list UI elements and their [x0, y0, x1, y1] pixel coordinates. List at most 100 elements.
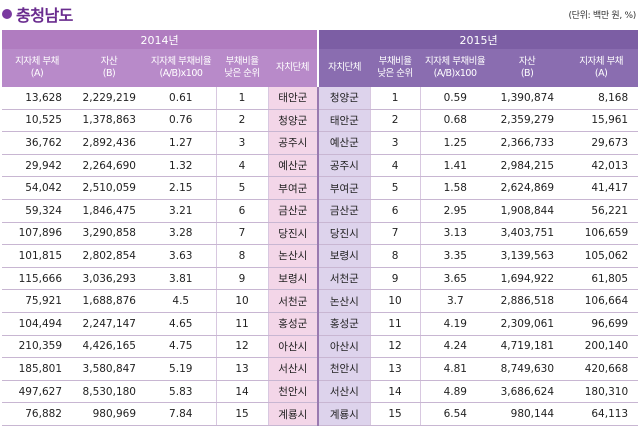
- rank-2014-cell: 15: [215, 402, 269, 426]
- debt-2015-cell: 41,417: [564, 176, 639, 200]
- region-2015-cell: 논산시: [317, 289, 371, 313]
- debt-2014-cell: 13,628: [2, 87, 72, 110]
- assets-2015-cell: 2,886,518: [490, 289, 565, 313]
- ratio-2014-cell: 3.63: [146, 244, 216, 268]
- rank-2015-cell: 8: [369, 244, 421, 268]
- debt-2014-cell: 497,627: [2, 380, 72, 404]
- header-2015-col-2: 지자체 부채비율 (A/B)x100: [420, 49, 491, 87]
- page-title: 충청남도: [2, 2, 73, 26]
- table-row: 36,762 2,892,436 1.27 3 공주시 예산군 3 1.25 2,366,733…: [2, 131, 639, 155]
- header-2015-col-0: 자치단체: [317, 49, 371, 87]
- region-2014-cell: 청양군: [268, 109, 319, 133]
- rank-2015-cell: 5: [369, 176, 421, 200]
- debt-2015-cell: 180,310: [564, 380, 639, 404]
- table-row: 75,921 1,688,876 4.5 10 서천군 논산시 10 3.7 2,886,518…: [2, 289, 639, 313]
- ratio-2014-cell: 4.5: [146, 289, 216, 313]
- debt-2014-cell: 75,921: [2, 289, 72, 313]
- region-2014-cell: 논산시: [268, 244, 319, 268]
- assets-2014-cell: 8,530,180: [72, 380, 146, 404]
- assets-2014-cell: 3,290,858: [72, 222, 146, 246]
- debt-2014-cell: 210,359: [2, 335, 72, 359]
- title-text: 충청남도: [16, 6, 73, 25]
- ratio-2014-cell: 1.32: [146, 154, 216, 178]
- ratio-2014-cell: 7.84: [146, 402, 216, 426]
- table-row: 185,801 3,580,847 5.19 13 서산시 천안시 13 4.81 8,749,…: [2, 357, 639, 381]
- assets-2014-cell: 2,264,690: [72, 154, 146, 178]
- ratio-2015-cell: 0.68: [420, 109, 491, 133]
- table-row: 59,324 1,846,475 3.21 6 금산군 금산군 6 2.95 1,908,844…: [2, 199, 639, 223]
- region-2014-cell: 당진시: [268, 222, 319, 246]
- rank-2015-cell: 6: [369, 199, 421, 223]
- ratio-2015-cell: 6.54: [420, 402, 491, 426]
- rank-2015-cell: 3: [369, 131, 421, 155]
- ratio-2014-cell: 4.75: [146, 335, 216, 359]
- assets-2015-cell: 3,139,563: [490, 244, 565, 268]
- region-2015-cell: 아산시: [317, 335, 371, 359]
- ratio-2015-cell: 1.25: [420, 131, 491, 155]
- rank-2014-cell: 12: [215, 335, 269, 359]
- region-2014-cell: 보령시: [268, 267, 319, 291]
- table-row: 13,628 2,229,219 0.61 1 태안군 청양군 1 0.59 1,390,874…: [2, 87, 639, 110]
- assets-2014-cell: 1,378,863: [72, 109, 146, 133]
- rank-2014-cell: 10: [215, 289, 269, 313]
- ratio-2015-cell: 3.35: [420, 244, 491, 268]
- rank-2015-cell: 13: [369, 357, 421, 381]
- rank-2014-cell: 6: [215, 199, 269, 223]
- region-2015-cell: 당진시: [317, 222, 371, 246]
- region-2014-cell: 공주시: [268, 131, 319, 155]
- ratio-2014-cell: 4.65: [146, 312, 216, 336]
- region-2014-cell: 아산시: [268, 335, 319, 359]
- assets-2014-cell: 1,846,475: [72, 199, 146, 223]
- rank-2014-cell: 13: [215, 357, 269, 381]
- ratio-2015-cell: 3.13: [420, 222, 491, 246]
- assets-2015-cell: 2,309,061: [490, 312, 565, 336]
- header-2015-col-4: 지자체 부채 (A): [564, 49, 639, 87]
- assets-2014-cell: 980,969: [72, 402, 146, 426]
- assets-2015-cell: 1,908,844: [490, 199, 565, 223]
- assets-2015-cell: 4,719,181: [490, 335, 565, 359]
- rank-2014-cell: 8: [215, 244, 269, 268]
- debt-ratio-table: 2014년 2015년 지자체 부채 (A) 자산 (B) 지자체 부채비율 (A/B)x…: [2, 30, 639, 426]
- header-2015-col-3: 자산 (B): [490, 49, 565, 87]
- assets-2014-cell: 3,580,847: [72, 357, 146, 381]
- header-2015-col-1: 부채비율 낮은 순위: [370, 49, 421, 87]
- region-2015-cell: 공주시: [317, 154, 371, 178]
- ratio-2015-cell: 3.65: [420, 267, 491, 291]
- debt-2015-cell: 420,668: [564, 357, 639, 381]
- debt-2015-cell: 29,673: [564, 131, 639, 155]
- bullet-icon: [2, 9, 12, 19]
- region-2015-cell: 계룡시: [317, 402, 371, 426]
- debt-2014-cell: 54,042: [2, 176, 72, 200]
- rank-2015-cell: 1: [369, 87, 421, 110]
- table-row: 107,896 3,290,858 3.28 7 당진시 당진시 7 3.13 3,403,75…: [2, 222, 639, 246]
- debt-2014-cell: 101,815: [2, 244, 72, 268]
- debt-2014-cell: 59,324: [2, 199, 72, 223]
- assets-2015-cell: 8,749,630: [490, 357, 565, 381]
- rank-2014-cell: 7: [215, 222, 269, 246]
- table-row: 210,359 4,426,165 4.75 12 아산시 아산시 12 4.24 4,719,…: [2, 335, 639, 359]
- rank-2014-cell: 4: [215, 154, 269, 178]
- debt-2014-cell: 185,801: [2, 357, 72, 381]
- table-body: 13,628 2,229,219 0.61 1 태안군 청양군 1 0.59 1,390,874…: [2, 87, 639, 426]
- rank-2015-cell: 4: [369, 154, 421, 178]
- debt-2015-cell: 106,664: [564, 289, 639, 313]
- assets-2015-cell: 1,694,922: [490, 267, 565, 291]
- ratio-2015-cell: 4.89: [420, 380, 491, 404]
- debt-2015-cell: 105,062: [564, 244, 639, 268]
- table-row: 76,882 980,969 7.84 15 계룡시 계룡시 15 6.54 980,144 64…: [2, 402, 639, 426]
- header-2014-col-1: 자산 (B): [72, 49, 146, 87]
- assets-2015-cell: 2,359,279: [490, 109, 565, 133]
- ratio-2015-cell: 4.19: [420, 312, 491, 336]
- year-2014-header: 2014년: [2, 30, 319, 49]
- rank-2014-cell: 9: [215, 267, 269, 291]
- unit-note: (단위: 백만 원, %): [568, 11, 636, 21]
- debt-2014-cell: 29,942: [2, 154, 72, 178]
- ratio-2015-cell: 3.7: [420, 289, 491, 313]
- region-2015-cell: 천안시: [317, 357, 371, 381]
- region-2015-cell: 서천군: [317, 267, 371, 291]
- region-2015-cell: 금산군: [317, 199, 371, 223]
- region-2014-cell: 천안시: [268, 380, 319, 404]
- debt-2014-cell: 36,762: [2, 131, 72, 155]
- year-2015-header: 2015년: [317, 30, 639, 49]
- ratio-2015-cell: 4.24: [420, 335, 491, 359]
